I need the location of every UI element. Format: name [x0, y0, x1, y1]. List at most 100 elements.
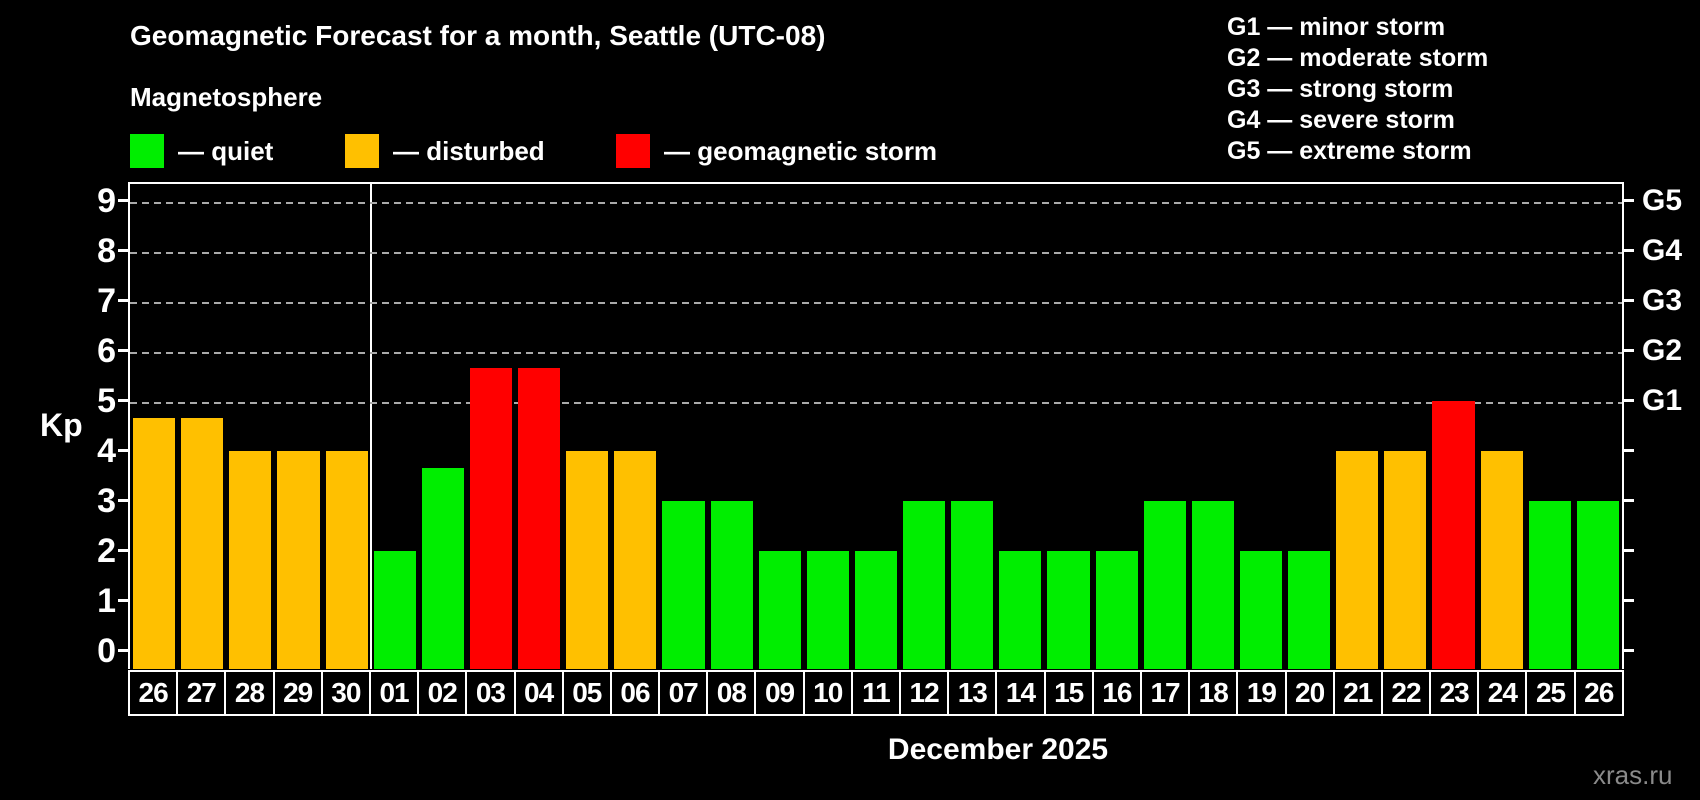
bar-cell-day-08	[708, 184, 756, 669]
bar-day-25	[1528, 501, 1571, 669]
right-tick-7	[1624, 299, 1634, 302]
x-axis-label: December 2025	[887, 733, 1109, 766]
bar-day-08	[710, 501, 753, 669]
y-tick-label-5: 5	[97, 382, 116, 420]
y-tick-label-7: 7	[97, 282, 116, 320]
bar-cell-day-15	[1044, 184, 1092, 669]
bar-cell-day-21	[1333, 184, 1381, 669]
y-tick-label-6: 6	[97, 332, 116, 370]
gridline-kp-5	[130, 402, 1622, 404]
day-label-06: 06	[611, 670, 661, 716]
day-label-21: 21	[1334, 670, 1383, 716]
bar-day-17	[1143, 501, 1186, 669]
right-tick-9	[1624, 199, 1634, 202]
bar-day-04	[518, 367, 561, 669]
quiet-color-swatch	[130, 134, 164, 168]
left-tick-8	[118, 249, 128, 252]
y-tick-label-4: 4	[97, 432, 116, 470]
right-tick-5	[1624, 399, 1634, 402]
plot-area	[128, 182, 1624, 669]
g-legend-g3: G3 — strong storm	[1227, 75, 1454, 103]
left-tick-3	[118, 499, 128, 502]
site-watermark: xras.ru	[1593, 760, 1673, 790]
right-tick-1	[1624, 599, 1634, 602]
legend-item-quiet: — quiet	[130, 132, 273, 170]
right-tick-8	[1624, 249, 1634, 252]
day-label-25: 25	[1527, 670, 1576, 716]
g-scale-legend: G1 — minor storm G2 — moderate storm G3 …	[1227, 12, 1488, 167]
day-label-10: 10	[804, 670, 853, 716]
bar-day-02	[421, 467, 464, 669]
bars-container	[130, 184, 1622, 669]
bar-cell-day-29	[274, 184, 322, 669]
bar-day-23	[1432, 401, 1475, 669]
bar-day-30	[325, 451, 368, 669]
bar-day-21	[1336, 451, 1379, 669]
bar-cell-day-18	[1189, 184, 1237, 669]
day-label-05: 05	[563, 670, 612, 716]
bar-cell-day-06	[611, 184, 659, 669]
day-label-01: 01	[370, 670, 420, 716]
g-scale-label-g5: G5	[1642, 184, 1683, 217]
day-label-30: 30	[322, 670, 371, 716]
gridline-kp-6	[130, 352, 1622, 354]
g-legend-g2: G2 — moderate storm	[1227, 44, 1489, 72]
legend-label-quiet: — quiet	[178, 135, 274, 166]
g-scale-label-g2: G2	[1642, 334, 1683, 367]
bar-day-05	[566, 451, 609, 669]
day-label-15: 15	[1045, 670, 1094, 716]
bar-day-07	[662, 501, 705, 669]
right-tick-6	[1624, 349, 1634, 352]
storm-color-swatch	[616, 134, 650, 168]
bar-day-27	[181, 417, 224, 669]
day-label-12: 12	[901, 670, 950, 716]
right-tick-0	[1624, 649, 1634, 652]
bar-cell-day-22	[1381, 184, 1429, 669]
bar-cell-day-01	[371, 184, 419, 669]
left-tick-5	[118, 399, 128, 402]
day-label-27: 27	[178, 670, 227, 716]
y-tick-label-1: 1	[97, 582, 116, 620]
bar-cell-day-26	[1574, 184, 1622, 669]
bar-day-09	[758, 551, 801, 669]
bar-cell-day-13	[948, 184, 996, 669]
bar-day-24	[1480, 451, 1523, 669]
bar-day-22	[1384, 451, 1427, 669]
bar-cell-day-03	[467, 184, 515, 669]
day-label-19: 19	[1238, 670, 1287, 716]
bar-day-15	[1047, 551, 1090, 669]
day-label-26: 26	[130, 670, 179, 716]
gridline-kp-9	[130, 202, 1622, 204]
day-label-11: 11	[852, 670, 901, 716]
day-label-08: 08	[708, 670, 757, 716]
chart-subtitle: Magnetosphere	[130, 82, 323, 112]
y-tick-label-0: 0	[97, 632, 116, 670]
day-label-24: 24	[1479, 670, 1528, 716]
left-tick-6	[118, 349, 128, 352]
day-label-row: 26 27 28 29 30 01 02 03 04 05 06 07 08 09 10 11 12 13 14 15…	[128, 670, 1624, 716]
bar-cell-day-17	[1141, 184, 1189, 669]
bar-day-19	[1239, 551, 1282, 669]
day-label-22: 22	[1382, 670, 1432, 716]
right-tick-4	[1624, 449, 1634, 452]
bar-cell-day-02	[419, 184, 467, 669]
day-label-09: 09	[756, 670, 805, 716]
bar-cell-day-05	[563, 184, 611, 669]
bar-cell-day-23	[1429, 184, 1477, 669]
chart-title: Geomagnetic Forecast for a month, Seattl…	[130, 20, 826, 51]
bar-cell-day-16	[1093, 184, 1141, 669]
bar-day-29	[277, 451, 320, 669]
left-tick-9	[118, 199, 128, 202]
bar-cell-day-20	[1285, 184, 1333, 669]
day-label-17: 17	[1141, 670, 1191, 716]
right-tick-3	[1624, 499, 1634, 502]
bar-day-06	[614, 451, 657, 669]
bar-cell-day-04	[515, 184, 563, 669]
left-tick-2	[118, 549, 128, 552]
bar-day-11	[854, 551, 897, 669]
y-tick-label-2: 2	[97, 532, 116, 570]
bar-day-13	[951, 501, 994, 669]
left-tick-1	[118, 599, 128, 602]
g-scale-label-g4: G4	[1642, 234, 1683, 267]
gridline-kp-7	[130, 302, 1622, 304]
